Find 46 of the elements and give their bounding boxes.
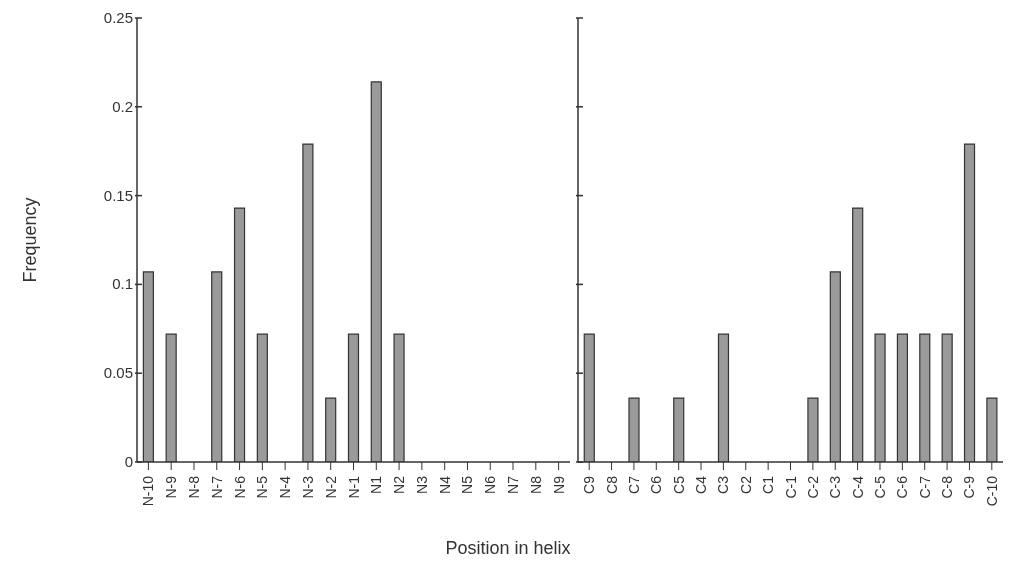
x-axis-title: Position in helix <box>444 538 572 559</box>
x-tick-label: C-7 <box>916 475 933 499</box>
x-tick-label: C-1 <box>782 475 799 499</box>
x-tick-label: C4 <box>693 475 710 494</box>
x-tick-label: C5 <box>670 475 687 494</box>
x-tick-label: C-3 <box>827 475 844 499</box>
x-tick-label: N-3 <box>299 475 316 499</box>
y-tick-label: 0.1 <box>112 275 133 293</box>
x-tick-label: C-4 <box>849 475 866 499</box>
x-tick-label: C2 <box>737 475 754 494</box>
x-tick-label: N-8 <box>185 475 202 499</box>
x-tick-label: N-7 <box>208 475 225 499</box>
y-tick-label: 0 <box>124 453 133 470</box>
x-tick-label: N2 <box>391 475 408 494</box>
y-tick-label: 0.15 <box>103 186 133 204</box>
x-tick-label: N7 <box>505 475 522 494</box>
y-tick-label: 0.05 <box>103 364 133 382</box>
x-tick-label: C-9 <box>961 475 978 499</box>
y-tick-label: 0.25 <box>103 9 133 26</box>
x-tick-label: C-5 <box>871 475 888 499</box>
x-tick-label: C-6 <box>894 475 911 499</box>
x-tick-label: N3 <box>413 475 430 494</box>
x-tick-label: C1 <box>760 475 777 494</box>
x-tick-label: N5 <box>459 475 476 494</box>
x-tick-label: N-9 <box>163 475 180 499</box>
x-tick-label: C9 <box>581 475 598 494</box>
x-tick-label: C-2 <box>804 475 821 499</box>
x-tick-label: N-10 <box>140 475 157 507</box>
x-tick-label: N-5 <box>254 475 271 499</box>
x-tick-label: N9 <box>550 475 567 494</box>
x-tick-label: N6 <box>482 475 499 494</box>
x-tick-label: C-8 <box>939 475 956 499</box>
x-tick-label: C6 <box>648 475 665 494</box>
x-tick-label: N-4 <box>277 475 294 499</box>
x-tick-label: N1 <box>368 475 385 494</box>
x-tick-label: N8 <box>527 475 544 494</box>
x-tick-label: N4 <box>436 475 453 494</box>
y-tick-label: 0.2 <box>112 97 133 115</box>
x-tick-label: C-10 <box>983 475 1000 507</box>
y-axis-title: Frequency <box>20 197 41 283</box>
x-tick-label: C8 <box>603 475 620 494</box>
x-tick-label: C3 <box>715 475 732 494</box>
x-tick-label: C7 <box>625 475 642 494</box>
x-tick-label: N-6 <box>231 475 248 499</box>
x-tick-label: N-2 <box>322 475 339 499</box>
x-tick-label: N-1 <box>345 475 362 499</box>
